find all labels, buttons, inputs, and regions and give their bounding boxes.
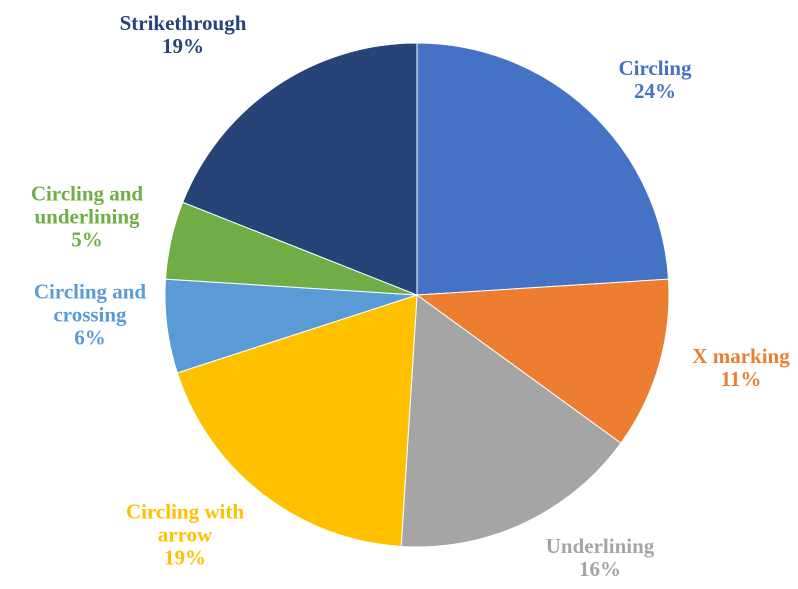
category-name: X marking bbox=[671, 345, 798, 368]
chart: Circling24% X marking11% Underlining16% Cir… bbox=[0, 0, 798, 589]
value-label: 19% bbox=[105, 547, 265, 570]
category-name: Underlining bbox=[525, 535, 675, 558]
value-label: 5% bbox=[12, 229, 162, 252]
value-label: 24% bbox=[595, 80, 715, 103]
value-label: 19% bbox=[98, 35, 268, 58]
category-name: Circling bbox=[595, 57, 715, 80]
category-name: Circling and crossing bbox=[15, 281, 165, 327]
value-label: 16% bbox=[525, 558, 675, 581]
value-label: 6% bbox=[15, 327, 165, 350]
value-label: 11% bbox=[671, 368, 798, 391]
category-name: Circling with arrow bbox=[105, 501, 265, 547]
category-name: Strikethrough bbox=[98, 12, 268, 35]
category-name: Circling and underlining bbox=[12, 183, 162, 229]
